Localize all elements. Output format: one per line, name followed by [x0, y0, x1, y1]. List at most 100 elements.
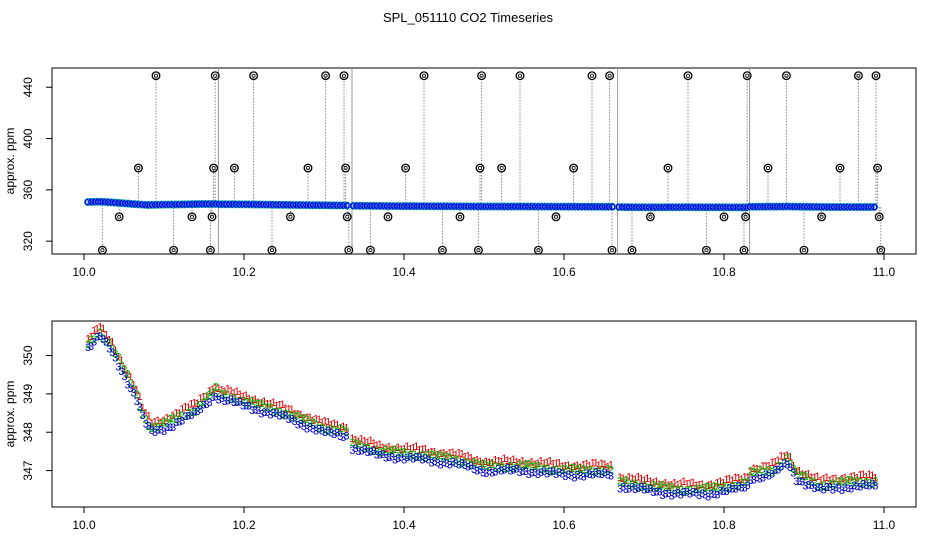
y-tick-label: 350 — [21, 345, 35, 365]
series-1-point: 1 — [541, 458, 547, 470]
baseline-point — [403, 202, 411, 210]
series-1-point: 1 — [681, 476, 687, 488]
baseline-point — [655, 203, 663, 211]
baseline-point — [296, 201, 303, 209]
series-1-point: 1 — [334, 420, 340, 432]
outlier-point-inner — [251, 73, 256, 78]
series-1-point: 1 — [793, 466, 799, 478]
baseline-point — [669, 203, 676, 211]
series-2-point: 2 — [778, 460, 784, 472]
series-2-point: 2 — [197, 399, 203, 411]
outlier-point-inner — [518, 73, 523, 78]
series-2-point: 2 — [599, 466, 605, 478]
series-3-point: 3 — [520, 466, 526, 478]
series-1-point: 1 — [638, 474, 644, 486]
series-3-point: 3 — [523, 466, 529, 478]
series-3-point: 3 — [541, 466, 547, 478]
series-3-point: 3 — [328, 427, 334, 439]
series-2-point: 2 — [468, 460, 474, 472]
baseline-point — [565, 203, 572, 210]
baseline-point — [350, 202, 357, 210]
series-1-point: 1 — [392, 444, 398, 456]
series-1-point: 1 — [684, 479, 690, 491]
baseline-point — [417, 202, 424, 210]
baseline-point — [366, 202, 374, 210]
baseline-point — [168, 201, 176, 208]
series-1-point: 1 — [629, 473, 635, 485]
series-2-point: 2 — [453, 454, 459, 466]
series-2-point: 2 — [742, 477, 748, 489]
baseline-point — [689, 203, 697, 211]
series-2-point: 2 — [334, 426, 340, 438]
series-2-point: 2 — [377, 447, 383, 459]
series-3-point: 3 — [477, 464, 483, 476]
series-2-point: 2 — [179, 410, 185, 422]
baseline-point — [602, 203, 609, 211]
baseline-point — [282, 201, 290, 209]
series-3-point: 3 — [276, 411, 282, 423]
series-1-point: 1 — [687, 478, 693, 490]
series-3-point: 3 — [587, 469, 593, 481]
series-2-point: 2 — [699, 485, 705, 497]
series-3-point: 3 — [866, 480, 872, 492]
x-tick-label: 10.2 — [232, 265, 256, 279]
baseline-point — [222, 200, 230, 208]
series-1-point: 1 — [650, 477, 656, 489]
baseline-point — [209, 200, 216, 208]
baseline-point — [699, 203, 707, 211]
series-2-point: 2 — [775, 460, 781, 472]
series-3-point: 3 — [447, 459, 453, 471]
series-3-point: 3 — [556, 467, 562, 479]
series-1-point: 1 — [453, 449, 459, 461]
series-3-point: 3 — [656, 486, 662, 498]
series-2-point: 2 — [237, 397, 243, 409]
series-1-point: 1 — [185, 402, 191, 414]
series-2-point: 2 — [526, 458, 532, 470]
series-2-point: 2 — [650, 480, 656, 492]
baseline-point — [108, 199, 115, 206]
series-2-point: 2 — [556, 467, 562, 479]
series-3-point: 3 — [790, 468, 796, 480]
series-3-point: 3 — [349, 445, 355, 457]
series-1-point: 1 — [243, 390, 249, 402]
series-3-point: 3 — [705, 491, 711, 503]
baseline-point — [303, 201, 310, 209]
series-3-point: 3 — [264, 407, 270, 419]
series-2-point: 2 — [583, 467, 589, 479]
series-2-point: 2 — [322, 424, 328, 436]
series-1-point: 1 — [313, 413, 319, 425]
outlier-point-inner — [232, 166, 237, 171]
series-2-point: 2 — [352, 439, 358, 451]
outlier-point-inner — [477, 166, 482, 171]
baseline-point — [629, 203, 636, 211]
series-1-point: 1 — [264, 399, 270, 411]
series-1-point: 1 — [368, 435, 374, 447]
series-3-point: 3 — [170, 422, 176, 434]
outlier-point-inner — [345, 214, 350, 219]
series-3-point: 3 — [422, 453, 428, 465]
series-3-point: 3 — [650, 487, 656, 499]
series-2-point: 2 — [568, 463, 574, 475]
series-1-point: 1 — [200, 391, 206, 403]
series-1-point: 1 — [477, 456, 483, 468]
series-2-point: 2 — [754, 467, 760, 479]
series-2-point: 2 — [216, 387, 222, 399]
series-1-point: 1 — [203, 391, 209, 403]
series-3-point: 3 — [501, 464, 507, 476]
baseline-point — [534, 203, 542, 210]
baseline-point — [481, 203, 488, 210]
baseline-point — [252, 201, 260, 208]
baseline-point — [84, 198, 92, 206]
series-3-point: 3 — [140, 410, 146, 422]
series-3-point: 3 — [498, 466, 504, 478]
series-3-point: 3 — [608, 471, 614, 483]
baseline-point — [306, 201, 314, 209]
series-3-point: 3 — [279, 409, 285, 421]
baseline-point — [753, 203, 760, 211]
series-1-point: 1 — [298, 409, 304, 421]
series-2-point: 2 — [362, 443, 368, 455]
series-1-point: 1 — [839, 474, 845, 486]
series-2-point: 2 — [842, 477, 848, 489]
baseline-point — [807, 203, 814, 211]
